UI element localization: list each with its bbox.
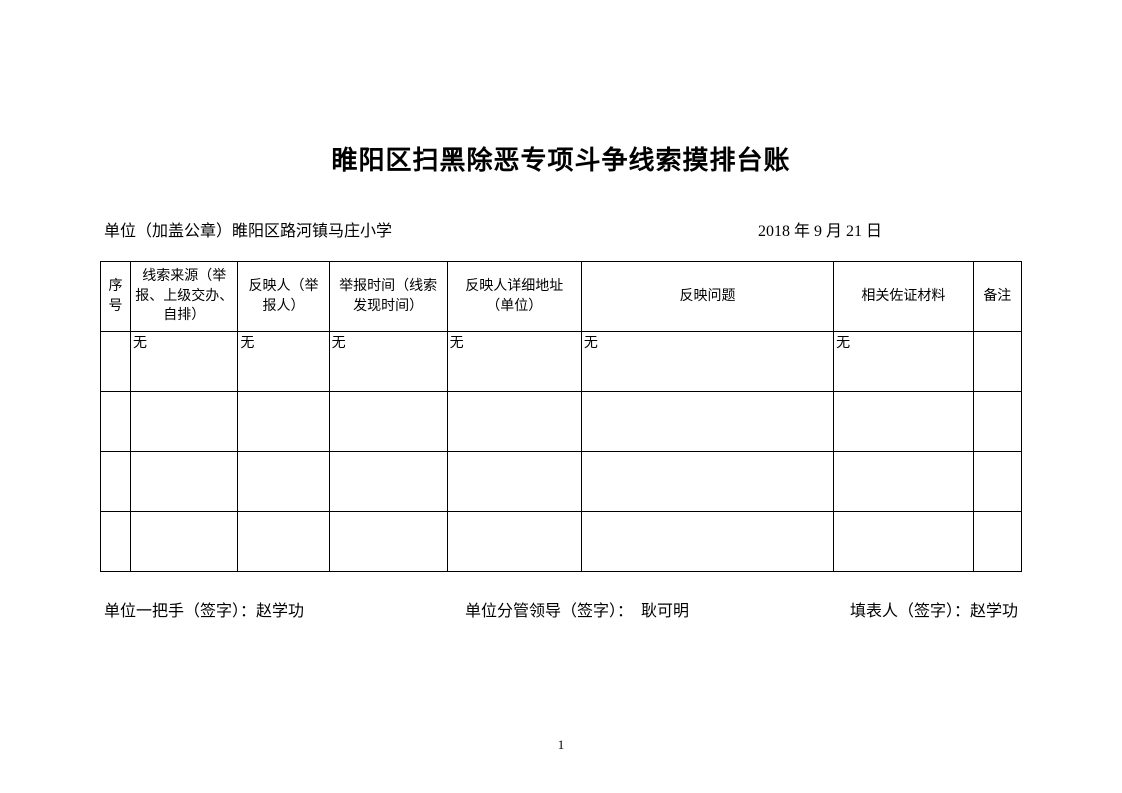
col-header-address: 反映人详细地址（单位）	[447, 262, 581, 332]
signature-filler: 填表人（签字）：赵学功	[850, 597, 1018, 621]
cell-evidence	[834, 452, 974, 512]
cell-seq	[101, 332, 131, 392]
date-info: 2018 年 9 月 21 日	[718, 217, 1018, 241]
signature-row: 单位一把手（签字）：赵学功 单位分管领导（签字）： 耿可明 填表人（签字）：赵学…	[100, 597, 1022, 621]
table-header-row: 序号 线索来源（举报、上级交办、自排） 反映人（举报人） 举报时间（线索发现时间…	[101, 262, 1022, 332]
signature-supervisor: 单位分管领导（签字）： 耿可明	[465, 597, 689, 621]
cell-remark	[973, 512, 1021, 572]
col-header-reporter: 反映人（举报人）	[238, 262, 329, 332]
table-row	[101, 392, 1022, 452]
filler-name: 赵学功	[970, 603, 1018, 620]
cell-source	[131, 452, 238, 512]
cell-reporter	[238, 392, 329, 452]
cell-evidence	[834, 392, 974, 452]
page-title: 睢阳区扫黑除恶专项斗争线索摸排台账	[100, 140, 1022, 177]
page-number: 1	[0, 737, 1122, 753]
cell-issue	[581, 512, 833, 572]
filler-label: 填表人（签字）：	[850, 603, 970, 620]
leader-label: 单位一把手（签字）：	[104, 603, 256, 620]
info-row: 单位（加盖公章）睢阳区路河镇马庄小学 2018 年 9 月 21 日	[100, 217, 1022, 241]
cell-issue: 无	[581, 332, 833, 392]
cell-remark	[973, 332, 1021, 392]
unit-value: 睢阳区路河镇马庄小学	[232, 223, 392, 240]
col-header-remark: 备注	[973, 262, 1021, 332]
cell-seq	[101, 452, 131, 512]
supervisor-label: 单位分管领导（签字）：	[465, 603, 633, 620]
cell-time	[329, 512, 447, 572]
table-row: 无 无 无 无 无 无	[101, 332, 1022, 392]
signature-leader: 单位一把手（签字）：赵学功	[104, 597, 304, 621]
cell-reporter: 无	[238, 332, 329, 392]
leader-name: 赵学功	[256, 603, 304, 620]
cell-seq	[101, 512, 131, 572]
cell-issue	[581, 452, 833, 512]
cell-remark	[973, 392, 1021, 452]
supervisor-name: 耿可明	[641, 603, 689, 620]
cell-address: 无	[447, 332, 581, 392]
col-header-evidence: 相关佐证材料	[834, 262, 974, 332]
cell-time: 无	[329, 332, 447, 392]
cell-time	[329, 452, 447, 512]
cell-source	[131, 392, 238, 452]
cell-remark	[973, 452, 1021, 512]
col-header-time: 举报时间（线索发现时间）	[329, 262, 447, 332]
cell-source	[131, 512, 238, 572]
cell-source: 无	[131, 332, 238, 392]
cell-issue	[581, 392, 833, 452]
cell-address	[447, 392, 581, 452]
cell-reporter	[238, 512, 329, 572]
cell-evidence	[834, 512, 974, 572]
table-row	[101, 452, 1022, 512]
cell-address	[447, 452, 581, 512]
cell-seq	[101, 392, 131, 452]
unit-info: 单位（加盖公章）睢阳区路河镇马庄小学	[104, 217, 718, 241]
table-row	[101, 512, 1022, 572]
cell-evidence: 无	[834, 332, 974, 392]
col-header-seq: 序号	[101, 262, 131, 332]
document-page: 睢阳区扫黑除恶专项斗争线索摸排台账 单位（加盖公章）睢阳区路河镇马庄小学 201…	[0, 0, 1122, 661]
unit-label: 单位（加盖公章）	[104, 223, 232, 240]
ledger-table: 序号 线索来源（举报、上级交办、自排） 反映人（举报人） 举报时间（线索发现时间…	[100, 261, 1022, 572]
cell-time	[329, 392, 447, 452]
col-header-issue: 反映问题	[581, 262, 833, 332]
cell-reporter	[238, 452, 329, 512]
cell-address	[447, 512, 581, 572]
col-header-source: 线索来源（举报、上级交办、自排）	[131, 262, 238, 332]
